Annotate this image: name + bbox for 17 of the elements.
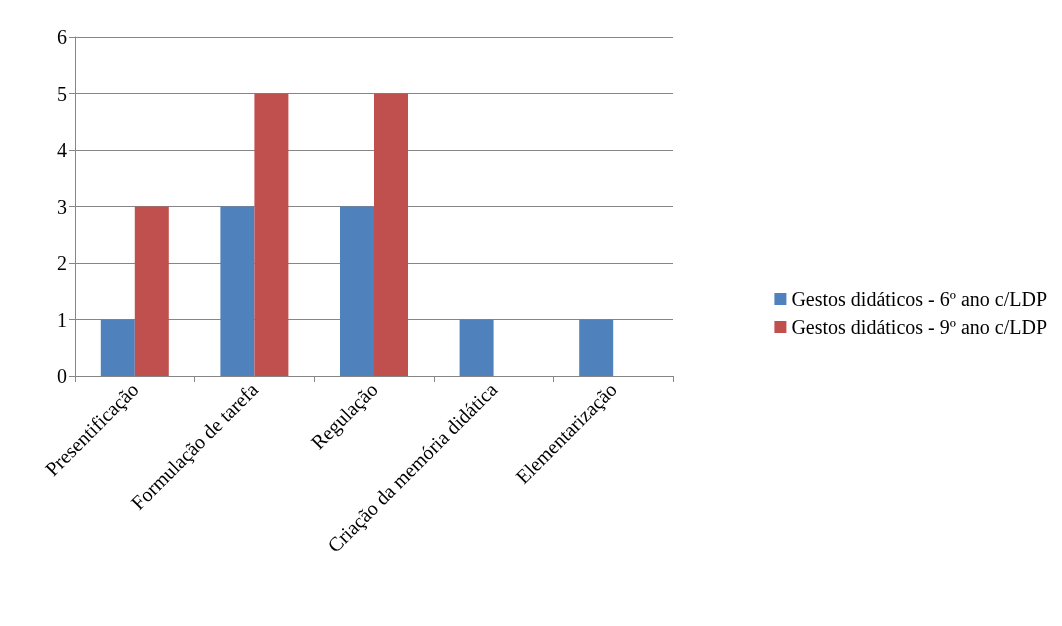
y-tick-label: 6 [57, 26, 67, 48]
y-tick-label: 3 [57, 195, 67, 218]
bar [579, 319, 614, 376]
y-tick-label: 0 [57, 365, 67, 387]
y-tick-label: 2 [57, 252, 67, 274]
bar [340, 206, 374, 376]
bar [374, 93, 408, 376]
legend-label: Gestos didáticos - 9º ano c/LDP [791, 316, 1047, 338]
bar [100, 319, 135, 376]
bar [459, 319, 494, 376]
y-tick-label: 1 [57, 308, 67, 331]
bar [254, 93, 289, 376]
y-tick-label: 5 [57, 82, 67, 105]
y-tick-label: 4 [57, 139, 67, 161]
bar [220, 206, 255, 376]
legend-label: Gestos didáticos - 6º ano c/LDP [791, 288, 1047, 310]
bar [134, 206, 169, 376]
